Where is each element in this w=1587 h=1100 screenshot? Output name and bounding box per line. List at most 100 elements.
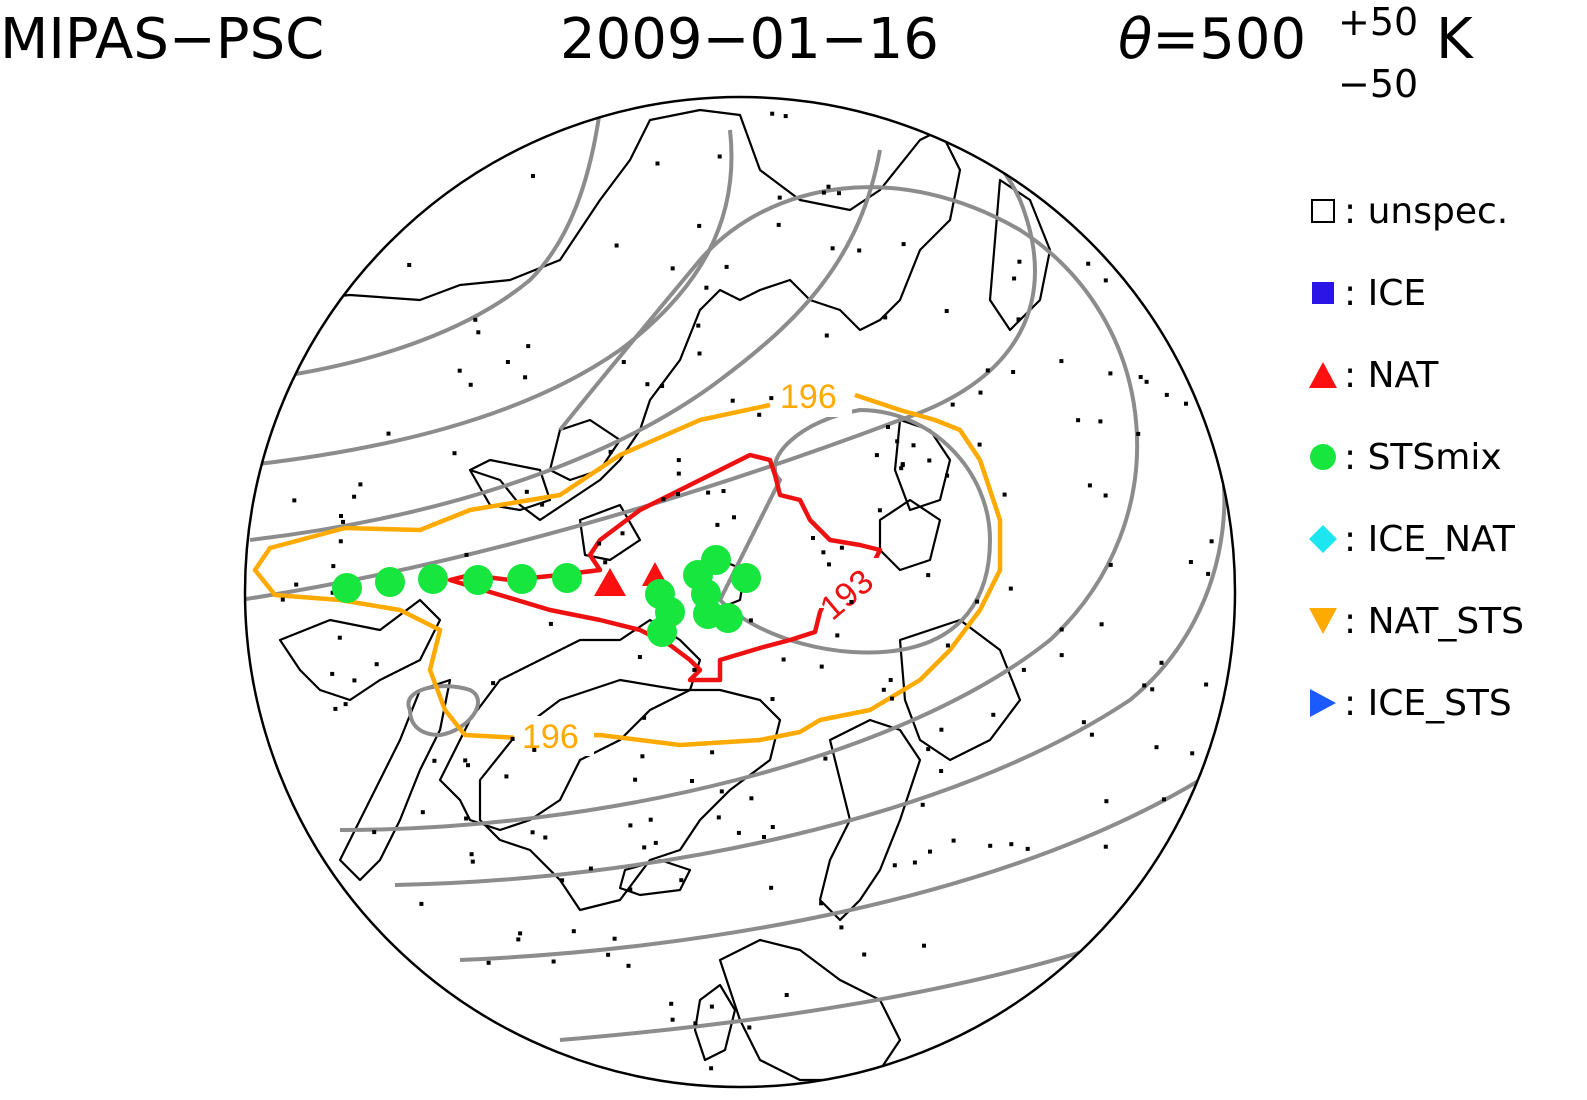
unspec-dot xyxy=(505,360,510,364)
open-square-icon xyxy=(1311,199,1335,223)
unspec-dot xyxy=(877,508,882,513)
nat-marker xyxy=(594,568,626,596)
unspec-dot xyxy=(1154,745,1159,750)
unspec-dot xyxy=(724,264,729,269)
unspec-dot xyxy=(510,736,515,741)
unspec-dot xyxy=(530,830,535,835)
unspec-dot xyxy=(939,769,944,773)
unspec-dot xyxy=(1103,844,1108,849)
unspec-dot xyxy=(950,402,955,407)
unspec-dot xyxy=(1086,261,1091,266)
unspec-dot xyxy=(457,368,462,373)
unspec-dot xyxy=(1108,562,1113,567)
unspec-dot xyxy=(518,931,523,936)
unspec-dot xyxy=(920,802,925,807)
theta-title: θ=500 +50 −50 K xyxy=(1118,2,1473,104)
unspec-dot xyxy=(1012,276,1017,281)
unspec-dot xyxy=(463,758,468,763)
unspec-dot xyxy=(922,943,926,948)
unspec-dot xyxy=(653,840,658,845)
unspec-dot xyxy=(614,243,619,248)
unspec-dot xyxy=(874,453,879,458)
theta-upper-bound: +50 xyxy=(1338,0,1419,44)
unspec-dot xyxy=(626,963,631,968)
gray-contour xyxy=(717,407,993,655)
gray-contour xyxy=(406,684,480,738)
unspec-dot xyxy=(939,727,944,732)
unspec-dot xyxy=(732,515,736,520)
unspec-dot xyxy=(670,266,675,271)
unspec-dot xyxy=(358,482,363,487)
stsmix-marker xyxy=(552,563,582,593)
gray-contours xyxy=(245,97,1235,1042)
unspec-dot xyxy=(469,852,474,857)
theta-lower-bound: −50 xyxy=(1338,62,1419,106)
theta-value: =500 xyxy=(1152,7,1307,72)
gray-contour xyxy=(249,149,882,542)
unspec-dot xyxy=(830,246,835,251)
unspec-dot xyxy=(386,431,391,436)
unspec-dot xyxy=(532,747,537,752)
unspec-dot xyxy=(927,458,932,463)
unspec-dot xyxy=(679,878,684,883)
stsmix-marker xyxy=(507,564,537,594)
unspec-dot xyxy=(1059,359,1064,364)
unspec-dot xyxy=(468,382,473,387)
unspec-dot xyxy=(1159,660,1164,665)
unspec-dot xyxy=(294,582,299,587)
diamond-icon xyxy=(1309,525,1337,553)
unspec-dot xyxy=(1164,392,1169,397)
unspec-dot xyxy=(603,560,608,565)
unspec-dot xyxy=(551,959,556,964)
unspec-dot xyxy=(486,960,491,965)
unspec-dot xyxy=(926,573,931,578)
legend-label: : ICE_STS xyxy=(1344,683,1512,724)
triangle-right-icon xyxy=(1310,689,1336,717)
stsmix-marker xyxy=(463,565,493,595)
legend-label: : NAT_STS xyxy=(1344,601,1525,642)
map-boundary xyxy=(243,95,1237,1089)
unspec-dot xyxy=(1011,370,1016,374)
unspec-dot xyxy=(704,285,709,290)
coastline-uk xyxy=(693,983,737,1062)
unspec-dot xyxy=(769,885,774,890)
unspec-dot xyxy=(824,333,829,338)
coastline-canadian-archipelago xyxy=(278,598,442,702)
unspec-dot xyxy=(1099,622,1104,627)
legend-label: : NAT xyxy=(1344,355,1439,396)
unspec-dot xyxy=(464,552,469,557)
stsmix-marker xyxy=(418,564,448,594)
theta-symbol: θ xyxy=(1118,7,1153,72)
unspec-dot xyxy=(911,443,916,448)
instrument-title: MIPAS−PSC xyxy=(0,7,325,72)
unspec-dot xyxy=(945,473,950,478)
unspec-dot xyxy=(912,860,917,865)
unspec-dot xyxy=(945,643,950,648)
unspec-dot xyxy=(1098,419,1103,424)
unspec-dot xyxy=(862,952,867,957)
unspec-dot xyxy=(890,696,894,701)
coastline-siberia xyxy=(299,108,962,522)
unspec-dot xyxy=(1002,492,1007,497)
unspec-dot xyxy=(783,114,788,119)
unspec-dot xyxy=(645,382,650,387)
unspec-dot xyxy=(560,878,565,883)
unspec-dot xyxy=(747,1025,752,1030)
unspec-dot xyxy=(341,519,345,524)
unspec-dot xyxy=(1204,682,1209,687)
unspec-dot xyxy=(1142,683,1147,688)
unspec-dot xyxy=(343,702,348,707)
unspec-dot xyxy=(476,330,481,335)
stsmix-marker xyxy=(647,617,677,647)
unspec-dot xyxy=(1087,483,1092,488)
unspec-dot xyxy=(977,442,982,447)
stsmix-marker xyxy=(332,573,362,603)
unspec-dot xyxy=(1209,539,1214,544)
unspec-dot xyxy=(849,600,854,604)
unspec-dot xyxy=(419,901,424,906)
unspec-dot xyxy=(526,344,531,349)
unspec-dot xyxy=(1206,571,1211,576)
unspec-dot xyxy=(1150,687,1155,692)
unspec-dot xyxy=(826,184,831,189)
